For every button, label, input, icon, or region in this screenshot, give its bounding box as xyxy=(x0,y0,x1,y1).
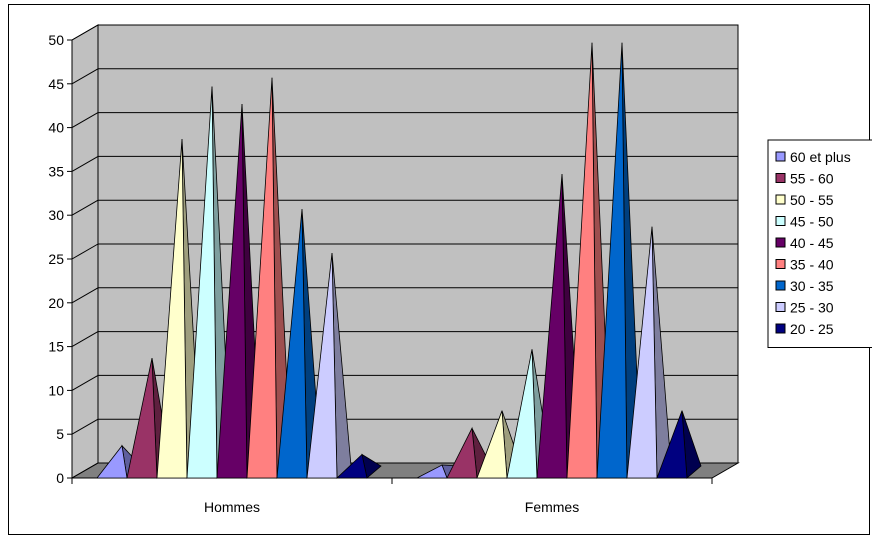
y-tick-label: 50 xyxy=(48,32,64,48)
pyramid-front-face xyxy=(126,358,158,479)
gridline-side xyxy=(71,462,99,479)
pyramid-front-face xyxy=(416,464,448,479)
y-tick-label: 45 xyxy=(48,76,64,92)
legend-label: 45 - 50 xyxy=(790,214,834,230)
pyramid-front-face xyxy=(96,444,128,479)
pyramid-bar xyxy=(626,226,672,479)
legend-label: 20 - 25 xyxy=(790,321,834,337)
legend-label: 40 - 45 xyxy=(790,235,834,251)
y-tick-label: 5 xyxy=(56,426,64,442)
legend-swatch xyxy=(775,173,786,183)
pyramid-bar xyxy=(656,410,702,479)
legend-label: 50 - 55 xyxy=(790,192,834,208)
y-tick-label: 15 xyxy=(48,339,64,355)
pyramid-front-face xyxy=(566,42,598,479)
gridline-side xyxy=(71,155,99,172)
gridline-side xyxy=(71,24,99,41)
gridline-side xyxy=(71,287,99,304)
pyramid-front-face xyxy=(596,42,628,479)
y-tick-label: 40 xyxy=(48,120,64,136)
legend-swatch xyxy=(775,259,786,269)
pyramid-front-face xyxy=(536,174,568,479)
y-tick-label: 0 xyxy=(56,470,64,486)
gridline-side xyxy=(71,199,99,216)
pyramid-front-face xyxy=(476,410,508,479)
pyramid-bar xyxy=(335,453,382,479)
y-tick-label: 10 xyxy=(48,382,64,398)
pyramid-front-face xyxy=(656,410,688,479)
pyramid-front-face xyxy=(306,252,338,479)
gridline-side xyxy=(71,243,99,260)
pyramid-front-face xyxy=(156,139,188,479)
gridline-side xyxy=(71,418,99,435)
legend-label: 25 - 30 xyxy=(790,300,834,316)
pyramid-front-face xyxy=(446,426,478,479)
pyramid-front-face xyxy=(626,226,658,479)
gridline-side xyxy=(71,331,99,348)
y-tick-label: 35 xyxy=(48,163,64,179)
pyramid-bar xyxy=(596,42,642,479)
category-label: Hommes xyxy=(204,499,260,515)
legend-swatch xyxy=(775,194,786,205)
pyramid-front-face xyxy=(506,349,538,479)
legend-swatch xyxy=(775,216,786,226)
pyramid-bar xyxy=(306,252,352,479)
gridline-side xyxy=(71,374,99,391)
category-label: Femmes xyxy=(525,499,579,515)
legend-swatch xyxy=(775,237,786,248)
legend-label: 55 - 60 xyxy=(790,171,834,187)
y-tick-label: 30 xyxy=(48,207,64,223)
legend-label: 60 et plus xyxy=(790,149,851,165)
y-tick-label: 20 xyxy=(48,295,64,311)
pyramid-front-face xyxy=(246,77,278,479)
legend-swatch xyxy=(775,151,786,162)
pyramid-front-face xyxy=(335,453,368,479)
pyramid-front-face xyxy=(216,104,248,479)
legend-swatch xyxy=(775,280,786,291)
y-tick-label: 25 xyxy=(48,251,64,267)
pyramid-front-face xyxy=(186,86,218,479)
gridline-side xyxy=(71,112,99,129)
pyramid-front-face xyxy=(276,209,308,479)
legend-label: 35 - 40 xyxy=(790,257,834,273)
legend-swatch xyxy=(775,323,786,334)
gridline-side xyxy=(71,68,99,85)
legend-swatch xyxy=(775,302,786,312)
legend-label: 30 - 35 xyxy=(790,278,834,294)
